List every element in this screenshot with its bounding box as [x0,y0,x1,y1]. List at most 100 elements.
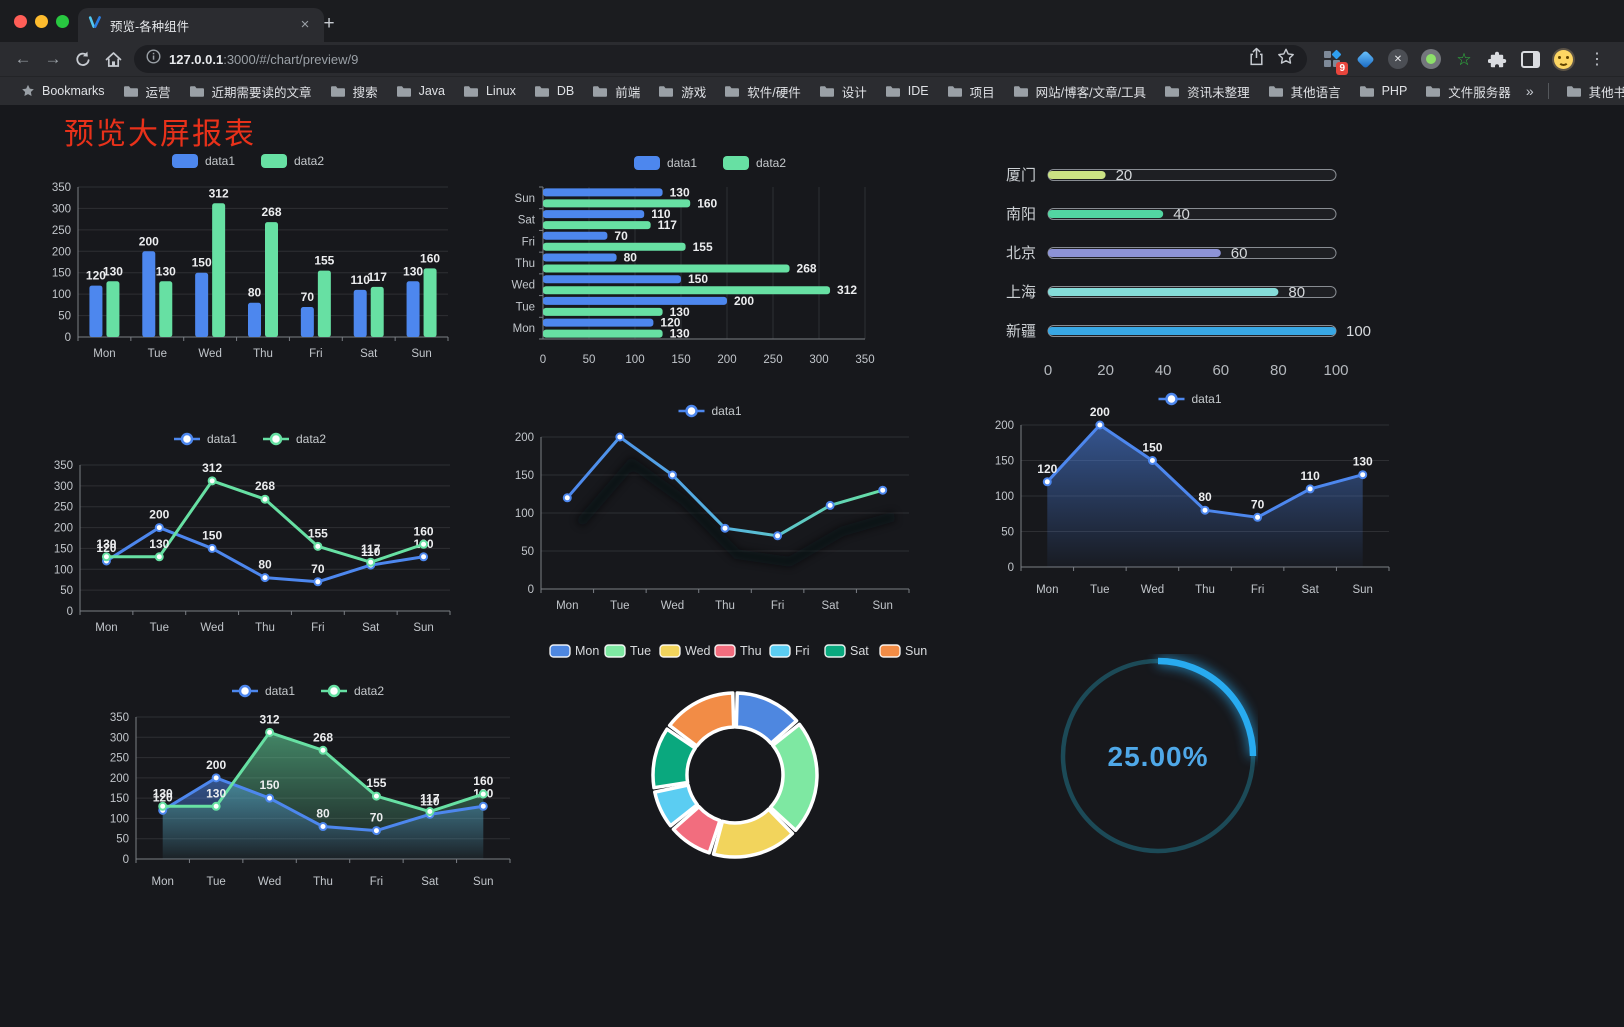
extension-star-icon[interactable]: ☆ [1456,49,1472,69]
svg-text:150: 150 [995,456,1014,468]
chart-grouped-bar[interactable]: 0 50 100 150 200 250 300 350 Mon Tue Wed Thu Fri Sat S… [40,149,460,367]
svg-text:200: 200 [995,420,1014,432]
svg-text:Thu: Thu [253,348,273,360]
svg-text:150: 150 [515,470,534,482]
svg-text:250: 250 [52,225,71,237]
svg-text:Sat: Sat [362,622,380,634]
reload-icon[interactable] [68,45,98,73]
puzzle-icon[interactable] [1486,48,1508,70]
share-icon[interactable] [1248,47,1265,71]
svg-text:Sun: Sun [515,193,535,205]
svg-text:100: 100 [54,564,73,576]
svg-text:70: 70 [301,290,315,304]
svg-text:130: 130 [670,305,690,319]
svg-text:200: 200 [1090,405,1110,419]
svg-text:350: 350 [52,182,71,194]
svg-text:130: 130 [156,264,176,278]
svg-text:Sat: Sat [518,215,536,227]
bookmark-folder[interactable]: Java [387,80,454,102]
bookmark-folder[interactable]: 近期需要读的文章 [180,80,321,102]
chart-two-lines[interactable]: 0 50 100 150 200 250 300 350 Mon Tue Wed Thu Fri Sat S… [42,427,462,641]
browser-tab[interactable]: 预览-各种组件 × [78,8,324,42]
svg-text:Mon: Mon [1036,584,1058,596]
extension-green-dot-icon[interactable] [1420,48,1442,70]
chart-single-area[interactable]: 0 50 100 150 200 Mon Tue Wed Thu Fri Sat Sun 120 200 1… [983,387,1401,603]
new-tab-button[interactable]: + [323,13,335,34]
chart-city-progress[interactable]: 厦门 20 南阳 40 北京 60 上海 80 新疆 100 0 20 40 60 80 100 [990,155,1400,389]
svg-text:Fri: Fri [370,876,383,888]
bookmark-star-icon[interactable] [1277,48,1295,70]
svg-text:data1: data1 [667,156,697,170]
svg-text:Thu: Thu [1195,584,1215,596]
svg-text:110: 110 [361,545,381,559]
bookmark-folder[interactable]: Linux [454,80,525,102]
bookmark-folder[interactable]: 搜索 [321,80,387,102]
svg-text:70: 70 [311,562,325,576]
svg-text:117: 117 [368,270,388,284]
chart-gauge[interactable]: 25.00% [1058,654,1258,862]
bookmarks-root[interactable]: Bookmarks [12,80,114,102]
svg-text:300: 300 [54,481,73,493]
folder-icon [1013,85,1028,97]
svg-text:60: 60 [1212,362,1229,379]
tab-close-icon[interactable]: × [300,16,310,33]
extension-gem-icon[interactable] [1354,48,1376,70]
svg-text:Sun: Sun [1352,584,1372,596]
bookmark-folder[interactable]: IDE [876,80,938,102]
bookmark-folder[interactable]: 资讯未整理 [1155,80,1259,102]
svg-text:Wed: Wed [685,644,711,658]
svg-text:0: 0 [123,854,129,866]
chart-gradient-line[interactable]: 0 50 100 150 200 Mon Tue Wed Thu Fri Sat Sun data1 [503,399,921,619]
bookmark-folder[interactable]: DB [525,80,583,102]
extension-dark-circle-icon[interactable]: ✕ [1387,48,1409,70]
profile-avatar[interactable] [1552,47,1575,71]
svg-text:Tue: Tue [150,622,169,634]
svg-text:110: 110 [651,207,671,221]
other-bookmarks[interactable]: 其他书签 [1557,80,1624,102]
bookmark-folder[interactable]: 运营 [114,80,180,102]
maximize-window-button[interactable] [56,15,69,28]
svg-text:120: 120 [86,269,106,283]
bookmark-folder[interactable]: 网站/博客/文章/工具 [1004,80,1155,102]
bookmark-folder[interactable]: 前端 [583,80,649,102]
svg-text:70: 70 [614,229,628,243]
svg-text:268: 268 [261,205,281,219]
svg-text:130: 130 [96,537,116,551]
bookmark-folder[interactable]: 文件服务器 [1416,80,1520,102]
bookmark-folder[interactable]: 软件/硬件 [715,80,809,102]
svg-text:100: 100 [1346,323,1371,340]
svg-text:130: 130 [670,185,690,199]
url-path: :3000/#/chart/preview/9 [223,51,359,67]
svg-text:200: 200 [52,246,71,258]
svg-text:110: 110 [420,794,440,808]
bookmark-folder[interactable]: 其他语言 [1259,80,1350,102]
site-info-icon[interactable] [146,49,161,69]
home-icon[interactable] [98,45,128,73]
chart-horizontal-bar[interactable]: 0 50 100 150 200 250 300 350 Mon 120 130 Tue 200 130 W… [503,151,921,373]
extension-grid-icon[interactable]: 9 [1321,48,1348,75]
chart-two-areas[interactable]: 0 50 100 150 200 250 300 350 Mon Tue Wed Thu Fri Sat S… [98,679,522,895]
bookmark-folder[interactable]: PHP [1350,80,1417,102]
svg-text:200: 200 [734,294,754,308]
svg-text:25.00%: 25.00% [1108,741,1209,772]
svg-text:Sun: Sun [872,600,892,612]
address-bar[interactable]: 127.0.0.1:3000/#/chart/preview/9 [134,45,1307,73]
svg-text:40: 40 [1173,206,1190,223]
forward-icon[interactable]: → [44,49,62,68]
svg-text:Mon: Mon [575,644,599,658]
back-icon[interactable]: ← [14,49,32,68]
svg-text:Sat: Sat [421,876,439,888]
minimize-window-button[interactable] [35,15,48,28]
bookmarks-overflow-icon[interactable]: » [1525,83,1534,99]
bookmark-folder[interactable]: 设计 [810,80,876,102]
menu-icon[interactable]: ⋮ [1589,51,1605,68]
svg-text:110: 110 [351,273,371,287]
url-host: 127.0.0.1 [169,51,224,67]
bookmark-folder[interactable]: 项目 [938,80,1004,102]
bookmark-folder[interactable]: 游戏 [649,80,715,102]
svg-text:Fri: Fri [522,236,535,248]
side-panel-icon[interactable] [1519,48,1541,70]
svg-text:Fri: Fri [795,644,810,658]
close-window-button[interactable] [14,15,27,28]
chart-donut[interactable]: Mon Tue Wed Thu Fri Sat Sun [538,639,938,875]
